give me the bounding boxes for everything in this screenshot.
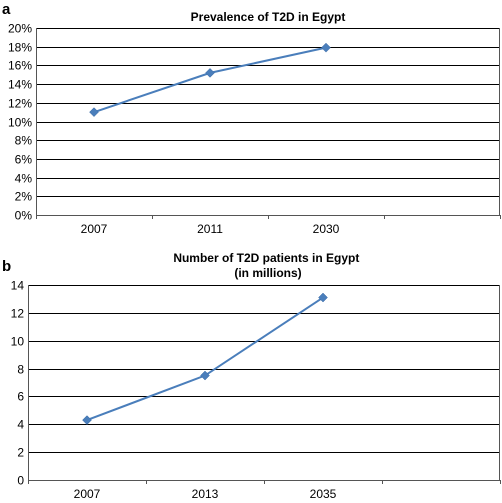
chart-a-x-tick-label: 2030 — [313, 222, 340, 236]
chart-a-y-tick-label: 6% — [15, 153, 33, 167]
chart-a-series-line — [93, 46, 327, 114]
chart-a-x-tick-labels: 2007 2011 2030 — [81, 222, 340, 236]
chart-panel-a: a Prevalence of T2D in Egypt 0% 2% 4% 6% 8% 1… — [2, 1, 501, 236]
chart-a-x-tick-label: 2007 — [81, 222, 108, 236]
chart-b-series-line — [86, 296, 324, 422]
chart-a-data-point — [89, 107, 99, 118]
chart-a-title: Prevalence of T2D in Egypt — [191, 10, 346, 24]
chart-b-data-point — [200, 370, 210, 381]
chart-a-gridlines — [36, 28, 501, 219]
chart-a-y-tick-label: 0% — [15, 209, 33, 223]
chart-a-data-point — [205, 68, 215, 78]
chart-panel-b: b Number of T2D patients in Egypt (in mi… — [2, 251, 501, 501]
chart-a-y-tick-label: 8% — [15, 134, 33, 148]
chart-b-y-tick-label: 8 — [17, 363, 24, 377]
chart-b-y-tick-labels: 0 2 4 6 8 10 12 14 — [11, 279, 25, 488]
panel-letter-a: a — [2, 1, 11, 18]
chart-b-x-tick-label: 2013 — [192, 487, 219, 501]
chart-b-y-tick-label: 10 — [11, 335, 25, 349]
chart-a-y-tick-labels: 0% 2% 4% 6% 8% 10% 12% 14% 16% 18% 20% — [8, 22, 32, 223]
panel-letter-b: b — [2, 258, 11, 275]
chart-a-y-tick-label: 2% — [15, 190, 33, 204]
chart-b-y-tick-label: 0 — [17, 474, 24, 488]
chart-a-y-tick-label: 10% — [8, 116, 32, 130]
chart-b-x-tick-label: 2007 — [74, 487, 101, 501]
chart-a-y-tick-label: 12% — [8, 97, 32, 111]
chart-b-x-tick-labels: 2007 2013 2035 — [74, 487, 337, 501]
chart-a-x-tick-label: 2011 — [197, 222, 223, 236]
chart-a-y-tick-label: 16% — [8, 59, 32, 73]
chart-b-title-line-2: (in millions) — [234, 266, 301, 280]
chart-b-y-tick-label: 4 — [17, 418, 24, 432]
chart-a-y-tick-label: 20% — [8, 22, 32, 36]
chart-a-series — [89, 42, 331, 118]
chart-a-data-point — [321, 42, 331, 53]
chart-a-y-tick-label: 4% — [15, 172, 33, 186]
chart-b-x-tick-label: 2035 — [310, 487, 337, 501]
chart-b-series — [82, 292, 328, 425]
chart-b-y-tick-label: 12 — [11, 307, 25, 321]
chart-a-title-line-1: Prevalence of T2D in Egypt — [191, 10, 346, 24]
chart-b-gridlines — [28, 285, 501, 484]
chart-b-title: Number of T2D patients in Egypt (in mill… — [173, 251, 362, 280]
chart-b-y-tick-label: 2 — [17, 446, 24, 460]
chart-b-y-tick-label: 14 — [11, 279, 25, 293]
chart-b-data-point — [318, 292, 328, 303]
chart-a-y-tick-label: 18% — [8, 41, 32, 55]
chart-a-y-tick-label: 14% — [8, 78, 32, 92]
chart-b-title-line-1: Number of T2D patients in Egypt — [173, 251, 359, 265]
chart-b-y-tick-label: 6 — [17, 390, 24, 404]
chart-b-data-point — [82, 415, 92, 425]
